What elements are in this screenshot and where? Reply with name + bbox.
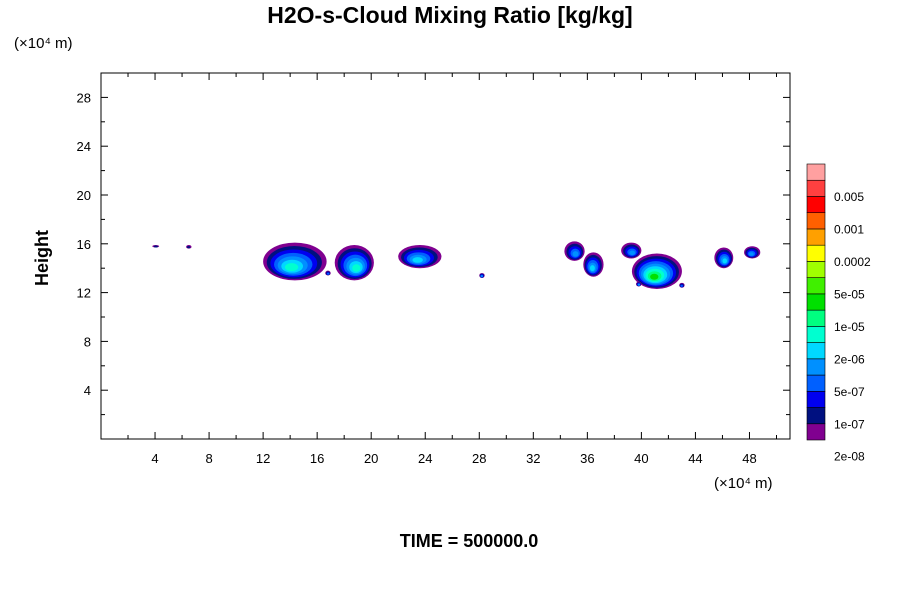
y-tick-label: 20 (77, 188, 91, 203)
cloud-patch (325, 270, 331, 276)
colorbar-label: 5e-07 (834, 385, 865, 399)
cloud-contour (352, 264, 361, 272)
cloud-contour (412, 257, 423, 263)
cloud-contour (186, 246, 191, 249)
cloud-patch (631, 253, 682, 289)
y-tick-label: 16 (77, 237, 91, 252)
cloud-patch (334, 245, 374, 281)
y-tick-label: 12 (77, 286, 91, 301)
colorbar: 0.005 0.001 0.0002 5e-05 1e-05 2e-06 5e-07 1e-0… (806, 163, 871, 464)
x-tick-label: 44 (688, 451, 702, 466)
cloud-patch (398, 245, 442, 269)
x-tick-label: 12 (256, 451, 270, 466)
cloud-patch (635, 281, 642, 287)
cloud-patch (263, 242, 327, 281)
colorbar-swatch (806, 407, 826, 425)
colorbar-swatch (806, 163, 826, 181)
axes: 4 8 12 16 20 24 28 32 36 40 44 48481216202428Height… (14, 35, 790, 492)
x-tick-label: 20 (364, 451, 378, 466)
time-label: TIME = 500000.0 (399, 531, 539, 551)
y-tick-label: 28 (77, 90, 91, 105)
cloud-patch (744, 246, 761, 259)
x-tick-label: 8 (205, 451, 212, 466)
cloud-contour (650, 273, 659, 280)
x-tick-label: 32 (526, 451, 540, 466)
cloud-patch (679, 282, 685, 288)
colorbar-swatch (806, 390, 826, 408)
cloud-contour (722, 258, 728, 264)
x-tick-label: 40 (634, 451, 648, 466)
x-tick-label: 16 (310, 451, 324, 466)
cloud-field (152, 241, 761, 289)
colorbar-swatch (806, 261, 826, 278)
colorbar-swatch (806, 196, 826, 214)
x-tick-label: 4 (151, 451, 158, 466)
cloud-contour (589, 265, 595, 272)
cloud-patch (583, 252, 604, 277)
colorbar-swatch (806, 326, 826, 343)
colorbar-label: 5e-05 (834, 287, 865, 301)
cloud-patch (186, 245, 192, 249)
y-tick-label: 24 (77, 139, 91, 154)
cloud-patch (564, 241, 585, 261)
colorbar-swatch (806, 358, 826, 376)
colorbar-label: 1e-07 (834, 417, 865, 431)
colorbar-swatch (806, 212, 826, 230)
colorbar-swatch (806, 374, 826, 392)
y-unit-label: (×10⁴ m) (14, 35, 73, 52)
cloud-patch (621, 242, 642, 259)
x-tick-label: 24 (418, 451, 432, 466)
colorbar-label: 0.001 (834, 222, 864, 236)
colorbar-label: 0.0002 (834, 255, 871, 269)
x-unit-label: (×10⁴ m) (714, 475, 773, 492)
chart-title: H2O-s-Cloud Mixing Ratio [kg/kg] (267, 2, 633, 28)
cloud-patch (714, 247, 734, 269)
y-axis-label: Height (32, 230, 52, 286)
plot-area (100, 72, 791, 440)
cloud-contour (153, 245, 158, 248)
cloud-contour (284, 263, 299, 272)
x-tick-label: 28 (472, 451, 486, 466)
cloud-patch (479, 273, 485, 278)
cloud-contour (480, 275, 483, 278)
cloud-patch (152, 245, 160, 248)
y-tick-label: 8 (84, 334, 91, 349)
cloud-contour (327, 272, 330, 275)
colorbar-swatch (806, 309, 826, 327)
colorbar-swatch (806, 244, 826, 262)
colorbar-swatch (806, 277, 826, 295)
y-tick-label: 4 (84, 383, 91, 398)
cloud-contour (629, 250, 636, 255)
x-tick-label: 48 (742, 451, 756, 466)
colorbar-swatch (806, 423, 826, 441)
colorbar-label: 2e-06 (834, 352, 865, 366)
colorbar-label: 0.005 (834, 190, 864, 204)
colorbar-swatch (806, 179, 826, 197)
x-tick-label: 36 (580, 451, 594, 466)
colorbar-swatch (806, 293, 826, 311)
colorbar-label: 1e-05 (834, 320, 865, 334)
cloud-contour (637, 283, 641, 286)
cloud-contour (680, 284, 683, 287)
colorbar-swatch (806, 228, 826, 246)
colorbar-label: 2e-08 (834, 450, 865, 464)
plot-border (100, 72, 791, 440)
colorbar-swatch (806, 342, 826, 360)
cloud-contour (572, 251, 579, 257)
cloud-contour (749, 252, 754, 256)
